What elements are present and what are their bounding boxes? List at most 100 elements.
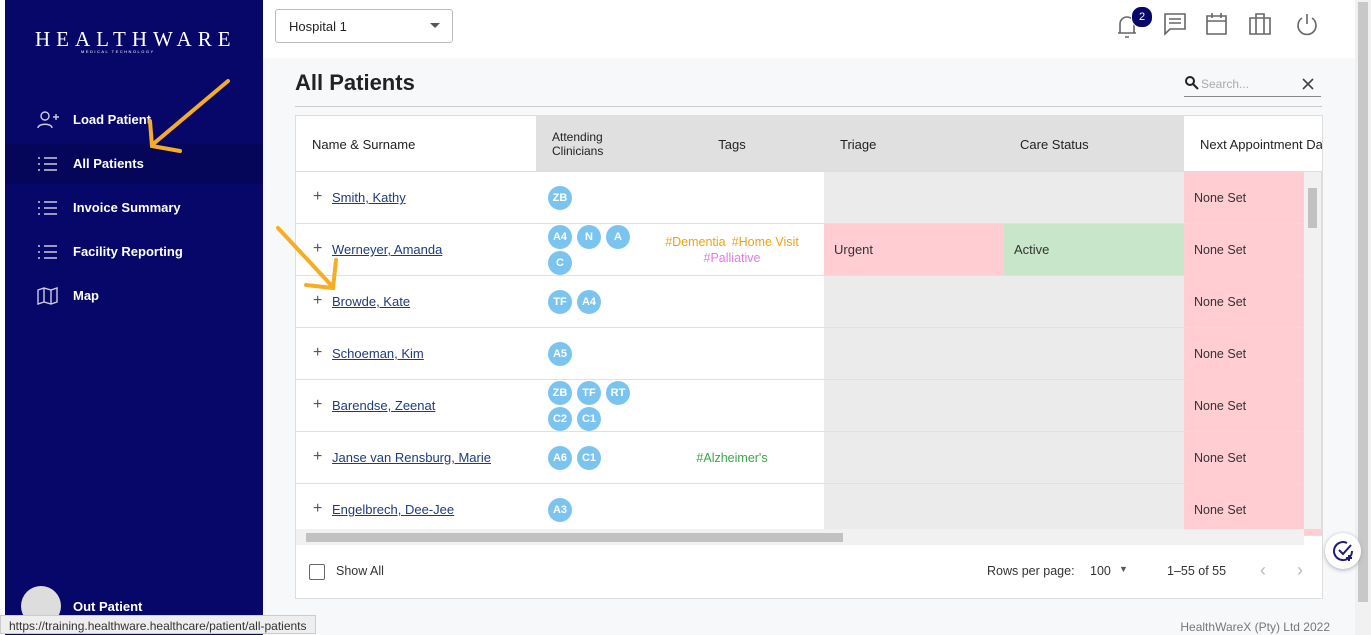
header-cell: Triage	[824, 116, 1004, 172]
prev-page[interactable]: ‹	[1260, 560, 1266, 580]
table-cell: A6 C1	[536, 432, 640, 484]
logo: HEALTHWARE	[35, 27, 237, 51]
table-cell	[1004, 328, 1184, 380]
table-cell: None Set	[1184, 224, 1322, 276]
checkbox[interactable]	[309, 564, 325, 580]
menu-label: Load Patient	[73, 112, 152, 127]
edge	[0, 0, 5, 635]
expand-icon[interactable]: +	[313, 500, 323, 517]
tag: #Home Visit	[731, 234, 799, 249]
menu-item[interactable]: All Patients	[5, 144, 263, 184]
clinician-avatar: ZB	[548, 186, 572, 210]
clinician-avatar: C1	[577, 446, 601, 470]
header-cell: Care Status	[1004, 116, 1184, 172]
table-cell	[640, 328, 824, 380]
patient-name[interactable]: Schoeman, Kim	[332, 346, 424, 361]
menu-label: Map	[73, 288, 99, 303]
table-cell	[824, 380, 1004, 432]
table-cell: + Smith, Kathy	[296, 172, 536, 224]
tags: #Dementia #Home Visit #Palliative	[640, 224, 824, 275]
table-cell: A5	[536, 328, 640, 380]
expand-icon[interactable]: +	[313, 188, 323, 205]
chat-icon[interactable]	[1163, 12, 1187, 36]
briefcase-icon[interactable]	[1248, 12, 1272, 36]
header-cell: Tags	[640, 116, 824, 172]
icon	[38, 201, 57, 215]
table-cell: + Engelbrech, Dee-Jee	[296, 484, 536, 536]
header-cell: Next Appointment Da	[1184, 116, 1322, 172]
clinician-avatar: TF	[548, 290, 572, 314]
table-cell: None Set	[1184, 484, 1322, 536]
table-cell: + Barendse, Zeenat	[296, 380, 536, 432]
fab-icon	[1333, 541, 1354, 562]
menu-label: Facility Reporting	[73, 244, 183, 259]
expand-icon[interactable]: +	[313, 344, 323, 361]
menu-item[interactable]: Map	[5, 276, 263, 316]
expand-icon[interactable]: +	[313, 240, 323, 257]
column-header: Triage	[840, 137, 877, 152]
patient-name[interactable]: Barendse, Zeenat	[332, 398, 436, 413]
next-appointment: None Set	[1194, 295, 1247, 309]
column-header: Attending Clinicians	[552, 130, 604, 158]
hospital-select[interactable]: Hospital 1	[275, 9, 453, 43]
expand-icon[interactable]: +	[313, 448, 323, 465]
clear-icon[interactable]	[1302, 78, 1314, 90]
expand-icon[interactable]: +	[313, 292, 323, 309]
triage: Urgent	[834, 242, 874, 257]
icon	[38, 245, 57, 259]
patient-name[interactable]: Janse van Rensburg, Marie	[332, 450, 491, 465]
search[interactable]: Search...	[1184, 74, 1321, 97]
table-cell: None Set	[1184, 172, 1322, 224]
tag: #Alzheimer's	[696, 450, 768, 465]
table-cell: None Set	[1184, 328, 1322, 380]
clinician-avatar: C	[548, 251, 572, 275]
range: 1–55 of 55	[1167, 564, 1227, 578]
expand-icon[interactable]: +	[313, 396, 323, 413]
table-cell	[1004, 276, 1184, 328]
table-cell: None Set	[1184, 432, 1322, 484]
table-cell: TF A4	[536, 276, 640, 328]
icon	[37, 287, 58, 305]
table-cell	[640, 380, 824, 432]
table-cell: + Schoeman, Kim	[296, 328, 536, 380]
table-cell	[1004, 432, 1184, 484]
fab[interactable]	[1325, 533, 1361, 569]
search-placeholder: Search...	[1201, 77, 1250, 91]
logo-sub: MEDICAL TECHNOLOGY	[81, 49, 155, 54]
calendar-icon[interactable]	[1205, 12, 1229, 36]
patient-name[interactable]: Smith, Kathy	[332, 190, 406, 205]
caret	[430, 23, 440, 28]
table-cell	[640, 276, 824, 328]
patient-name[interactable]: Werneyer, Amanda	[332, 242, 443, 257]
power-icon[interactable]	[1295, 12, 1319, 36]
clinician-avatar: C1	[577, 407, 601, 431]
hospital: Hospital 1	[289, 19, 347, 34]
table-cell	[824, 328, 1004, 380]
next-appointment: None Set	[1194, 243, 1247, 257]
page-scrollbar[interactable]	[1355, 0, 1371, 635]
menu-item[interactable]: Facility Reporting	[5, 232, 263, 272]
icon	[38, 157, 57, 171]
menu-item[interactable]: Load Patient	[5, 100, 263, 140]
column-header: Next Appointment Da	[1200, 137, 1323, 152]
rows-label: Rows per page:	[987, 564, 1075, 578]
table-cell: #Dementia #Home Visit #Palliative	[640, 224, 824, 276]
clinician-avatar: N	[577, 225, 601, 249]
table-cell	[1004, 172, 1184, 224]
user-name: Out Patient	[73, 599, 143, 614]
clinician-avatar: A6	[548, 446, 572, 470]
icon	[37, 111, 59, 129]
rows-per-page[interactable]: 100	[1090, 564, 1111, 578]
column-header: Name & Surname	[312, 137, 416, 152]
next-page[interactable]: ›	[1297, 560, 1303, 580]
menu-item[interactable]: Invoice Summary	[5, 188, 263, 228]
table-cell: #Alzheimer's	[640, 432, 824, 484]
v-scrollbar[interactable]	[1304, 172, 1321, 529]
menu-label: Invoice Summary	[73, 200, 181, 215]
patient-name[interactable]: Engelbrech, Dee-Jee	[332, 502, 455, 517]
next-appointment: None Set	[1194, 503, 1247, 517]
patient-name[interactable]: Browde, Kate	[332, 294, 411, 309]
table-cell	[640, 172, 824, 224]
table-cell: Urgent	[824, 224, 1004, 276]
